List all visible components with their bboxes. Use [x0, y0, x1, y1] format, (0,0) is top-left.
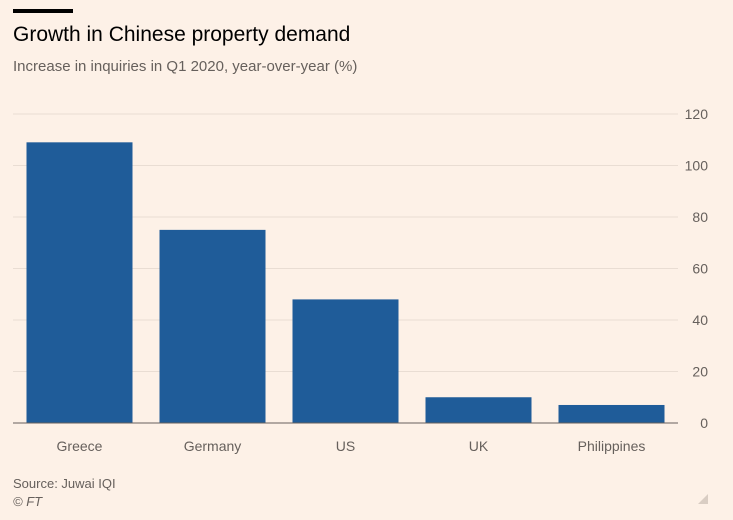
- y-tick-label: 100: [685, 158, 709, 174]
- x-category-label: Philippines: [578, 438, 646, 454]
- y-tick-label: 0: [700, 415, 708, 431]
- source-note: Source: Juwai IQI: [13, 476, 116, 491]
- x-category-label: US: [336, 438, 355, 454]
- x-category-label: Germany: [184, 438, 242, 454]
- resize-corner-icon: [698, 494, 708, 504]
- y-tick-label: 40: [692, 312, 708, 328]
- copyright-credit: © FT: [13, 494, 43, 509]
- chart-subtitle: Increase in inquiries in Q1 2020, year-o…: [13, 58, 358, 75]
- y-tick-label: 60: [692, 261, 708, 277]
- x-category-label: UK: [469, 438, 489, 454]
- bar: [292, 299, 399, 423]
- bar: [558, 404, 665, 423]
- bar: [159, 229, 266, 423]
- y-tick-label: 20: [692, 364, 708, 380]
- chart-title: Growth in Chinese property demand: [13, 23, 351, 46]
- title-accent-bar: [13, 9, 73, 13]
- y-tick-label: 80: [692, 209, 708, 225]
- bar: [425, 397, 532, 423]
- bar: [26, 142, 133, 423]
- y-tick-label: 120: [685, 106, 709, 122]
- x-category-label: Greece: [57, 438, 103, 454]
- bar-chart: 0 20 40 60 80 100 120 Greece Germany US UK Philippi…: [13, 106, 709, 454]
